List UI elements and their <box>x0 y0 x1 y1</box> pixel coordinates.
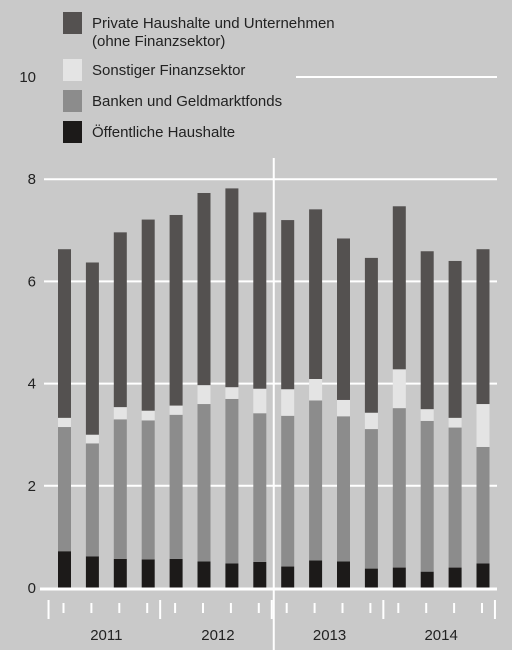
bar-2013-Q4-series-1 <box>364 429 378 569</box>
bar-stacks <box>58 188 490 588</box>
bar-2014-Q2-series-1 <box>420 420 434 572</box>
bar-2013-Q1-series-3 <box>281 220 295 390</box>
bar-2012-Q2-series-0 <box>197 561 211 588</box>
x-year-label-2011: 2011 <box>90 627 122 644</box>
x-year-label-2014: 2014 <box>424 627 457 644</box>
bar-2011-Q2-series-3 <box>85 262 99 435</box>
bar-2012-Q2-series-2 <box>197 385 211 405</box>
bar-2014-Q4-series-3 <box>476 249 490 405</box>
bar-2012-Q1-series-3 <box>169 214 183 406</box>
bar-2012-Q4-series-2 <box>253 388 267 414</box>
bar-2013-Q2-series-2 <box>309 379 323 401</box>
bar-2012-Q3-series-2 <box>225 387 239 399</box>
bar-2011-Q4-series-0 <box>141 559 155 588</box>
y-tick-label-4: 4 <box>28 376 36 393</box>
bar-2013-Q4-series-2 <box>364 412 378 430</box>
bar-2011-Q2-series-2 <box>85 434 99 444</box>
bar-2014-Q3-series-3 <box>448 260 462 418</box>
bar-2013-Q2-series-0 <box>309 560 323 588</box>
y-tick-label-10: 10 <box>19 69 36 86</box>
bar-2014-Q2-series-2 <box>420 409 434 421</box>
bar-2014-Q1-series-2 <box>392 369 406 409</box>
bar-2011-Q1-series-1 <box>58 427 71 552</box>
bar-2014-Q1-series-1 <box>392 408 406 568</box>
bar-2012-Q4-series-0 <box>253 561 267 588</box>
bar-2012-Q3-series-3 <box>225 188 239 388</box>
bar-2011-Q3-series-3 <box>113 232 127 408</box>
bar-2014-Q4-series-1 <box>476 446 490 564</box>
bar-2014-Q3-series-2 <box>448 417 462 428</box>
bar-2013-Q1-series-1 <box>281 415 295 567</box>
y-tick-label-8: 8 <box>28 171 36 188</box>
bar-2012-Q2-series-3 <box>197 192 211 386</box>
bar-2011-Q4-series-2 <box>141 410 155 421</box>
bar-2011-Q4-series-3 <box>141 219 155 411</box>
y-axis-tick-labels: 0 2 4 6 8 10 <box>19 69 36 597</box>
bar-2011-Q1-series-0 <box>58 551 71 588</box>
legend-label-2-line-0: Banken und Geldmarktfonds <box>92 93 282 110</box>
bar-2011-Q4-series-1 <box>141 420 155 560</box>
bar-2014-Q1-series-3 <box>392 206 406 370</box>
legend-swatch-3 <box>63 121 82 143</box>
bar-2012-Q1-series-2 <box>169 405 183 415</box>
y-tick-label-2: 2 <box>28 478 36 495</box>
bar-2012-Q3-series-1 <box>225 398 239 564</box>
bar-2013-Q3-series-3 <box>337 238 350 400</box>
legend-swatch-1 <box>63 59 82 81</box>
bar-2013-Q1-series-0 <box>281 566 295 588</box>
bar-2013-Q3-series-0 <box>337 561 350 588</box>
legend-swatch-0 <box>63 12 82 34</box>
bar-2014-Q2-series-0 <box>420 571 434 588</box>
bar-2014-Q3-series-0 <box>448 567 462 588</box>
bar-2012-Q1-series-0 <box>169 558 183 588</box>
bar-2013-Q3-series-2 <box>337 399 350 417</box>
bar-2012-Q4-series-1 <box>253 413 267 562</box>
legend-label-0-line-1: (ohne Finanzsektor) <box>92 33 225 50</box>
bar-2012-Q2-series-1 <box>197 404 211 562</box>
y-tick-label-6: 6 <box>28 273 36 290</box>
x-year-label-2013: 2013 <box>313 627 346 644</box>
bar-2014-Q4-series-0 <box>476 563 490 588</box>
bar-2011-Q3-series-0 <box>113 558 127 588</box>
bar-2011-Q1-series-3 <box>58 249 71 418</box>
legend-label-1-line-0: Sonstiger Finanzsektor <box>92 62 245 79</box>
bar-2014-Q4-series-2 <box>476 404 490 447</box>
bar-2011-Q3-series-2 <box>113 407 127 420</box>
legend: Private Haushalte und Unternehmen(ohne F… <box>63 12 335 143</box>
y-tick-label-0: 0 <box>28 580 36 597</box>
legend-swatch-2 <box>63 90 82 112</box>
bar-2014-Q2-series-3 <box>420 251 434 410</box>
legend-label-0-line-0: Private Haushalte und Unternehmen <box>92 15 335 32</box>
bar-2012-Q3-series-0 <box>225 563 239 588</box>
bar-2013-Q3-series-1 <box>337 416 350 562</box>
bar-2013-Q4-series-3 <box>364 257 378 413</box>
bar-2013-Q1-series-2 <box>281 389 295 416</box>
bar-2011-Q2-series-0 <box>85 556 99 588</box>
bar-2011-Q3-series-1 <box>113 419 127 559</box>
bar-2013-Q2-series-3 <box>309 209 323 380</box>
bar-2012-Q1-series-1 <box>169 414 183 559</box>
x-axis: 2011 2012 2013 2014 <box>40 587 497 644</box>
bar-2012-Q4-series-3 <box>253 212 267 389</box>
bar-2011-Q2-series-1 <box>85 443 99 557</box>
x-year-label-2012: 2012 <box>201 627 234 644</box>
legend-label-3-line-0: Öffentliche Haushalte <box>92 123 235 141</box>
bar-2014-Q1-series-0 <box>392 567 406 588</box>
bar-2011-Q1-series-2 <box>58 417 71 428</box>
bar-2013-Q4-series-0 <box>364 568 378 588</box>
bar-2013-Q2-series-1 <box>309 400 323 561</box>
bar-2014-Q3-series-1 <box>448 427 462 568</box>
